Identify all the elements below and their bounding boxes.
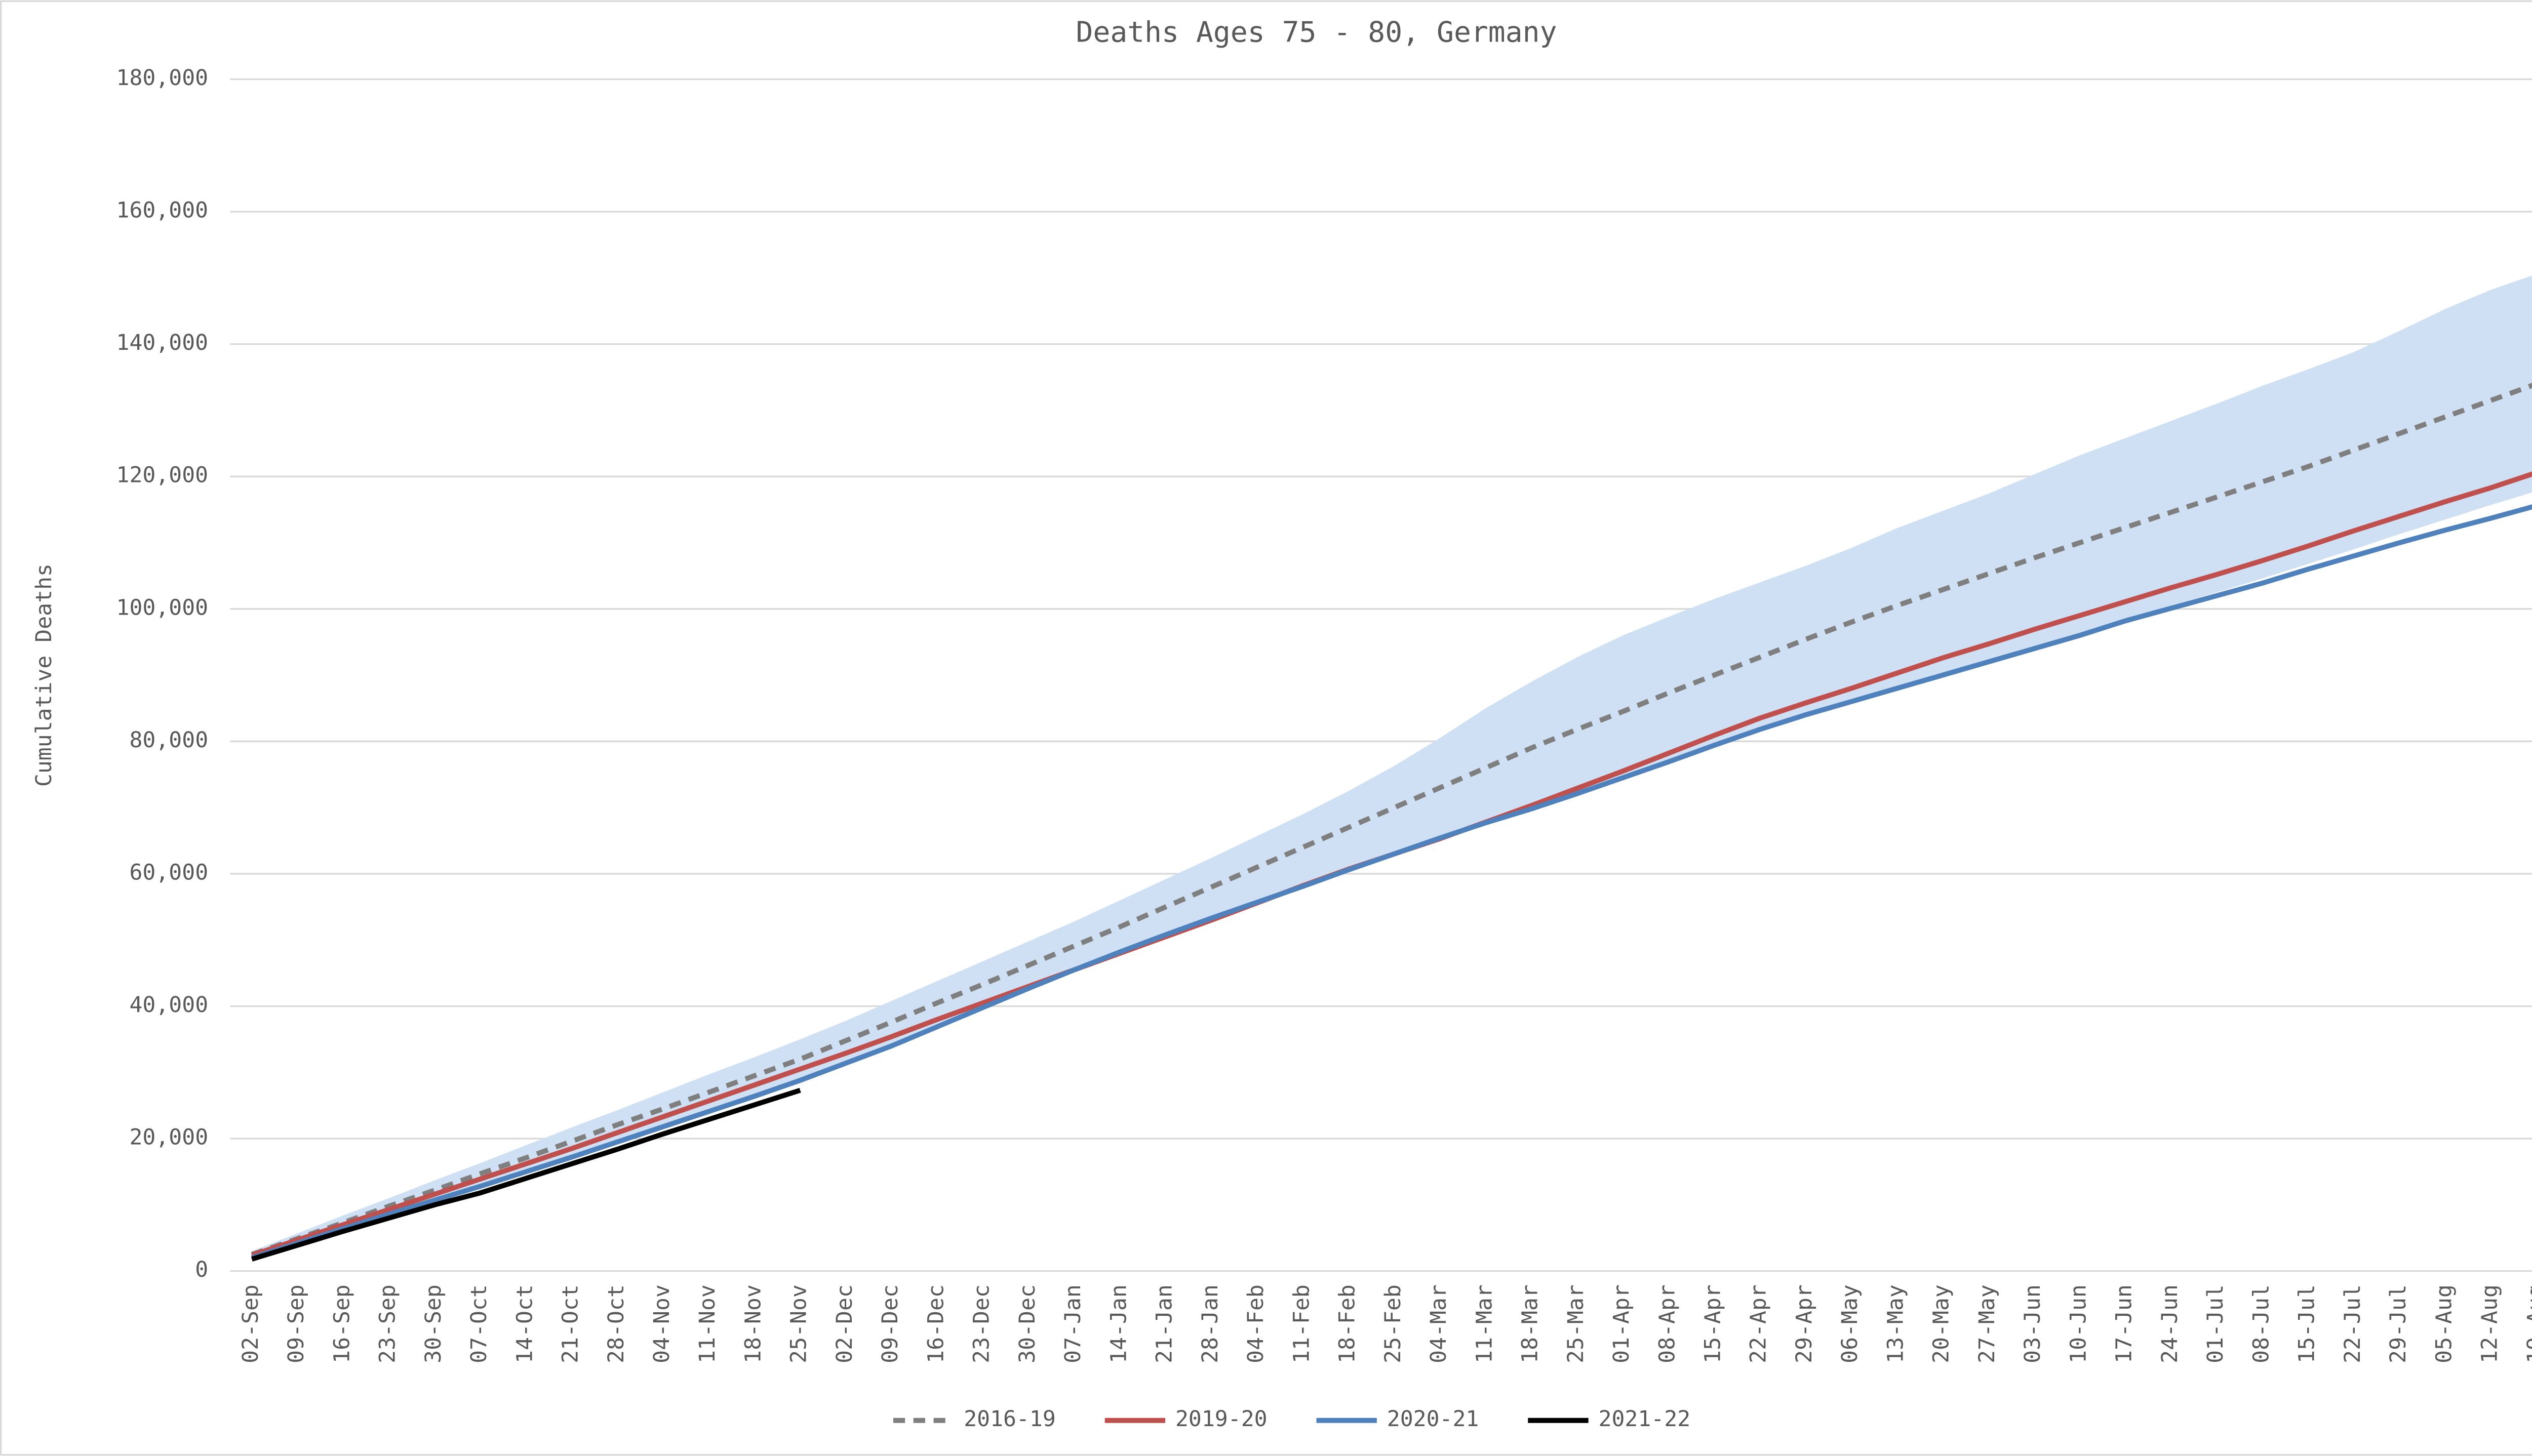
x-tick-label: 11-Feb [1289,1284,1314,1363]
x-tick-label: 29-Apr [1792,1284,1817,1363]
x-tick-label: 08-Apr [1654,1284,1680,1363]
x-tick-label: 23-Dec [969,1284,995,1363]
legend-label: 2019-20 [1175,1406,1268,1432]
x-tick-label: 03-Jun [2020,1284,2045,1363]
y-tick-label: 40,000 [129,992,208,1018]
x-tick-label: 11-Nov [695,1284,720,1363]
x-tick-label: 27-May [1974,1284,2000,1363]
x-tick-label: 06-May [1837,1284,1863,1363]
x-tick-label: 07-Oct [466,1284,492,1363]
y-axis-label: Cumulative Deaths [31,563,57,787]
x-tick-label: 14-Oct [512,1284,537,1363]
x-tick-label: 21-Jan [1152,1284,1177,1363]
y-tick-label: 0 [195,1257,208,1282]
x-tick-label: 28-Jan [1198,1284,1223,1363]
x-tick-label: 17-Jun [2112,1284,2137,1363]
x-tick-label: 21-Oct [558,1284,583,1363]
x-tick-label: 29-Jul [2386,1284,2411,1363]
x-tick-label: 10-Jun [2066,1284,2091,1363]
y-tick-label: 80,000 [129,727,208,753]
series-line [251,383,2532,1257]
x-tick-label: 05-Aug [2431,1284,2457,1363]
y-tick-label: 100,000 [116,595,209,620]
x-tick-label: 19-Aug [2523,1284,2532,1363]
x-tick-label: 01-Apr [1609,1284,1634,1363]
x-tick-label: 15-Apr [1700,1284,1725,1363]
x-tick-label: 24-Jun [2157,1284,2183,1363]
chart-title: Deaths Ages 75 - 80, Germany [1076,16,1557,49]
x-tick-label: 30-Dec [1015,1284,1040,1363]
x-tick-label: 12-Aug [2477,1284,2503,1363]
x-tick-label: 25-Feb [1380,1284,1406,1363]
series-line [251,504,2532,1261]
x-tick-label: 18-Feb [1335,1284,1360,1363]
x-tick-label: 25-Mar [1563,1284,1589,1363]
x-tick-label: 09-Dec [878,1284,903,1363]
y-tick-label: 140,000 [116,330,209,355]
y-tick-label: 60,000 [129,860,208,885]
x-tick-label: 15-Jul [2294,1284,2320,1363]
x-tick-label: 07-Jan [1060,1284,1086,1363]
x-tick-label: 08-Jul [2248,1284,2274,1363]
x-tick-label: 02-Sep [238,1284,263,1363]
legend-label: 2021-22 [1599,1406,1691,1432]
x-tick-label: 04-Nov [649,1284,675,1363]
x-tick-label: 02-Dec [832,1284,857,1363]
x-tick-label: 04-Feb [1243,1284,1269,1363]
x-tick-label: 09-Sep [284,1284,309,1363]
x-tick-label: 28-Oct [604,1284,629,1363]
x-tick-label: 18-Nov [740,1284,766,1363]
x-tick-label: 23-Sep [375,1284,401,1363]
x-tick-label: 20-May [1929,1284,1954,1363]
x-tick-label: 16-Dec [923,1284,948,1363]
x-tick-label: 18-Mar [1518,1284,1543,1363]
x-tick-label: 11-Mar [1472,1284,1497,1363]
x-tick-label: 22-Apr [1746,1284,1771,1363]
y-tick-label: 160,000 [116,198,209,223]
legend-label: 2016-19 [964,1406,1056,1432]
x-tick-label: 14-Jan [1106,1284,1131,1363]
y-tick-label: 20,000 [129,1125,208,1150]
x-tick-label: 13-May [1883,1284,1908,1363]
series-line [251,1087,801,1262]
legend-label: 2020-21 [1387,1406,1479,1432]
x-tick-label: 22-Jul [2340,1284,2365,1363]
y-tick-label: 180,000 [116,65,209,91]
x-tick-label: 30-Sep [421,1284,446,1363]
y-tick-label: 120,000 [116,463,209,488]
range-band [252,275,2532,1258]
x-tick-label: 04-Mar [1426,1284,1451,1363]
x-tick-label: 01-Jul [2203,1284,2228,1363]
x-tick-label: 16-Sep [329,1284,354,1363]
x-tick-label: 25-Nov [786,1284,812,1363]
